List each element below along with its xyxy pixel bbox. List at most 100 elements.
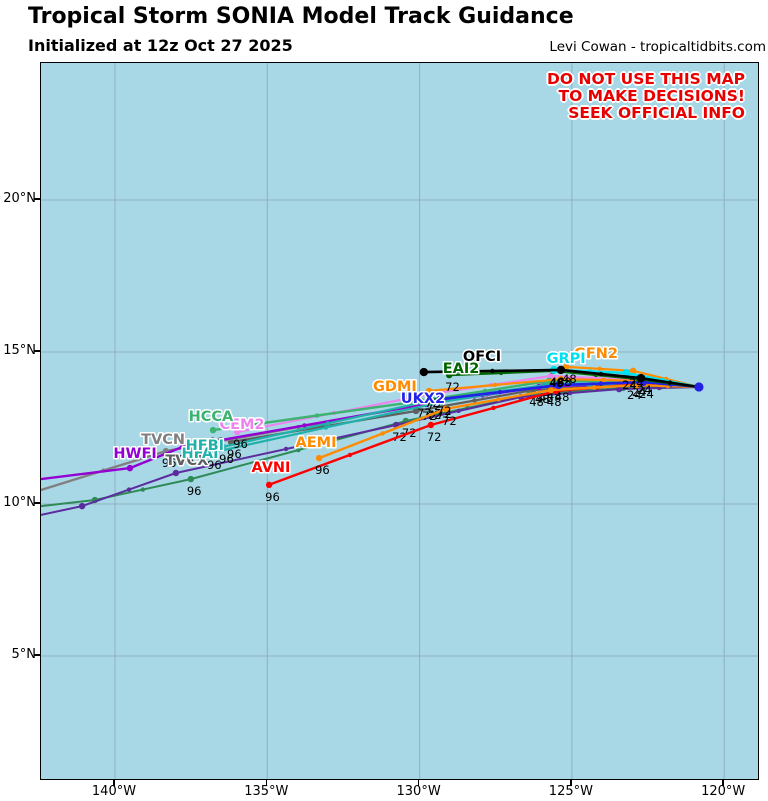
track-dot-12h-HWFI <box>302 423 307 428</box>
model-label-GFN2: GFN2 <box>574 346 618 362</box>
track-dot-CEM2 <box>233 428 241 436</box>
hour-label-HFBI-96: 96 <box>219 452 234 466</box>
track-dot-EAI2 <box>445 371 453 379</box>
x-tick-mark <box>113 779 115 786</box>
x-tick-label: 130°W <box>396 784 441 799</box>
x-tick-mark <box>570 779 572 786</box>
warning-line-2: TO MAKE DECISIONS! <box>558 87 745 105</box>
track-dot-OFCI <box>419 367 429 377</box>
hour-label-UKX2-24: 24 <box>639 387 654 401</box>
hour-label-TVCN-96: 96 <box>162 456 177 470</box>
model-label-HFBI: HFBI <box>186 438 225 454</box>
track-dot-12h-seagreen-aux <box>140 487 146 492</box>
y-tick-label: 5°N <box>11 647 37 662</box>
track-dot-AEMI <box>442 405 450 413</box>
x-tick-label: 125°W <box>548 784 593 799</box>
model-label-EAI2: EAI2 <box>443 361 480 377</box>
hour-label-UKX2-48: 48 <box>555 390 570 404</box>
hour-label-AEMI-48: 48 <box>547 395 562 409</box>
track-dot-12h-HCCA <box>482 388 488 394</box>
y-tick-label: 20°N <box>3 191 36 206</box>
hour-label-GRPI-24: 24 <box>622 378 637 392</box>
x-tick-mark <box>417 779 420 786</box>
model-label-TVCN: TVCN <box>141 432 185 448</box>
track-dot-12h-purple-aux <box>567 390 573 396</box>
track-dot-OFCI <box>556 365 566 375</box>
hour-label-HCCA-96: 96 <box>209 435 224 449</box>
hour-label-AVNI-72: 72 <box>427 430 442 444</box>
model-label-AEMI: AEMI <box>296 435 337 451</box>
track-dot-12h-HFBI <box>325 421 331 426</box>
track-dot-12h-purple-aux <box>283 446 289 452</box>
y-tick-label: 10°N <box>3 495 36 510</box>
track-dot-12h-HFAI <box>323 425 329 430</box>
track-dot-12h-OFCI <box>490 368 495 374</box>
track-dot-AEMI <box>315 454 323 462</box>
hour-label-GFN2-48: 48 <box>562 372 577 386</box>
model-label-AVNI: AVNI <box>251 460 290 476</box>
hour-label-GDMI-72: 72 <box>425 396 440 410</box>
credit-text: Levi Cowan - tropicaltidbits.com <box>549 39 766 55</box>
y-tick-mark <box>34 654 40 656</box>
track-dot-UKX2 <box>554 381 563 390</box>
model-label-CEM2: CEM2 <box>219 417 264 433</box>
y-tick-mark <box>34 502 40 504</box>
y-tick-label: 15°N <box>3 343 36 358</box>
track-dot-12h-UKX2 <box>497 389 503 395</box>
track-dot-CEM2 <box>547 372 555 380</box>
track-dot-HWFI <box>179 443 187 451</box>
track-dot-12h-GFN2 <box>597 366 602 372</box>
hour-label-AVNI-96: 96 <box>265 490 280 504</box>
hour-label-TVCN-24: 24 <box>627 388 642 402</box>
track-dot-HCCA <box>417 397 425 405</box>
hour-label-UKX2-72: 72 <box>437 404 452 418</box>
warning-line-1: DO NOT USE THIS MAP <box>547 70 745 88</box>
track-dot-seagreen-aux <box>187 475 195 483</box>
y-tick-mark <box>34 350 40 352</box>
hour-label-CEM2-96: 96 <box>233 437 248 451</box>
track-dot-12h-purple-aux <box>456 408 461 414</box>
track-dot-12h-purple-aux <box>126 487 132 492</box>
model-label-HFAI: HFAI <box>181 446 218 462</box>
hour-label-CEM2-72: 72 <box>427 399 442 413</box>
track-dot-GDMI <box>425 387 433 395</box>
x-tick-label: 135°W <box>244 784 289 799</box>
hour-label-GRPI-48: 48 <box>550 375 565 389</box>
track-dot-purple-aux <box>172 469 180 477</box>
hour-label-TVCX-96: 96 <box>227 447 242 461</box>
model-label-TVCX: TVCX <box>165 453 208 469</box>
hour-label-HFAI-96: 96 <box>207 458 222 472</box>
init-time-label: Initialized at 12z Oct 27 2025 <box>28 36 293 55</box>
x-tick-label: 140°W <box>91 784 137 799</box>
x-tick-label: 120°W <box>701 784 746 799</box>
hour-label-TVCX-48: 48 <box>529 395 544 409</box>
hour-label-AEMI-96: 96 <box>315 463 330 477</box>
hour-label-HWFI-96: 96 <box>179 452 194 466</box>
track-dot-12h-HCCA <box>314 413 320 418</box>
hour-label-OFCI-24: 24 <box>637 383 652 397</box>
track-dot-HFAI <box>207 449 215 457</box>
track-dot-AVNI <box>265 481 273 489</box>
track-dot-AEMI <box>547 386 555 394</box>
model-label-UKX2: UKX2 <box>401 391 445 407</box>
warning-text: DO NOT USE THIS MAP TO MAKE DECISIONS! S… <box>547 71 745 122</box>
track-dot-12h-TVCX <box>472 398 477 403</box>
track-dot-OFCI <box>636 373 646 383</box>
hour-label-seagreen-aux-96: 96 <box>187 484 202 498</box>
track-dot-HCCA <box>209 426 217 434</box>
hour-label-EAI2-72: 72 <box>445 380 460 394</box>
hour-label-CEM2-24: 24 <box>632 385 647 399</box>
track-dot-AVNI <box>427 421 435 429</box>
hour-label-EAI2-48: 48 <box>549 376 564 390</box>
model-label-HWFI: HWFI <box>113 446 156 462</box>
hour-label-OFCI-48: 48 <box>557 375 572 389</box>
track-dot-12h-UKX2 <box>598 381 604 386</box>
track-dot-HFBI <box>219 443 227 451</box>
page-title: Tropical Storm SONIA Model Track Guidanc… <box>28 4 574 29</box>
track-line-TVCN <box>41 381 699 492</box>
model-label-GRPI: GRPI <box>547 351 586 367</box>
track-dot-12h-GDMI <box>601 377 606 383</box>
track-dot-GFN2 <box>629 367 637 375</box>
track-dot-12h-AVNI <box>347 452 353 458</box>
track-dot-12h-AEMI <box>380 431 385 436</box>
